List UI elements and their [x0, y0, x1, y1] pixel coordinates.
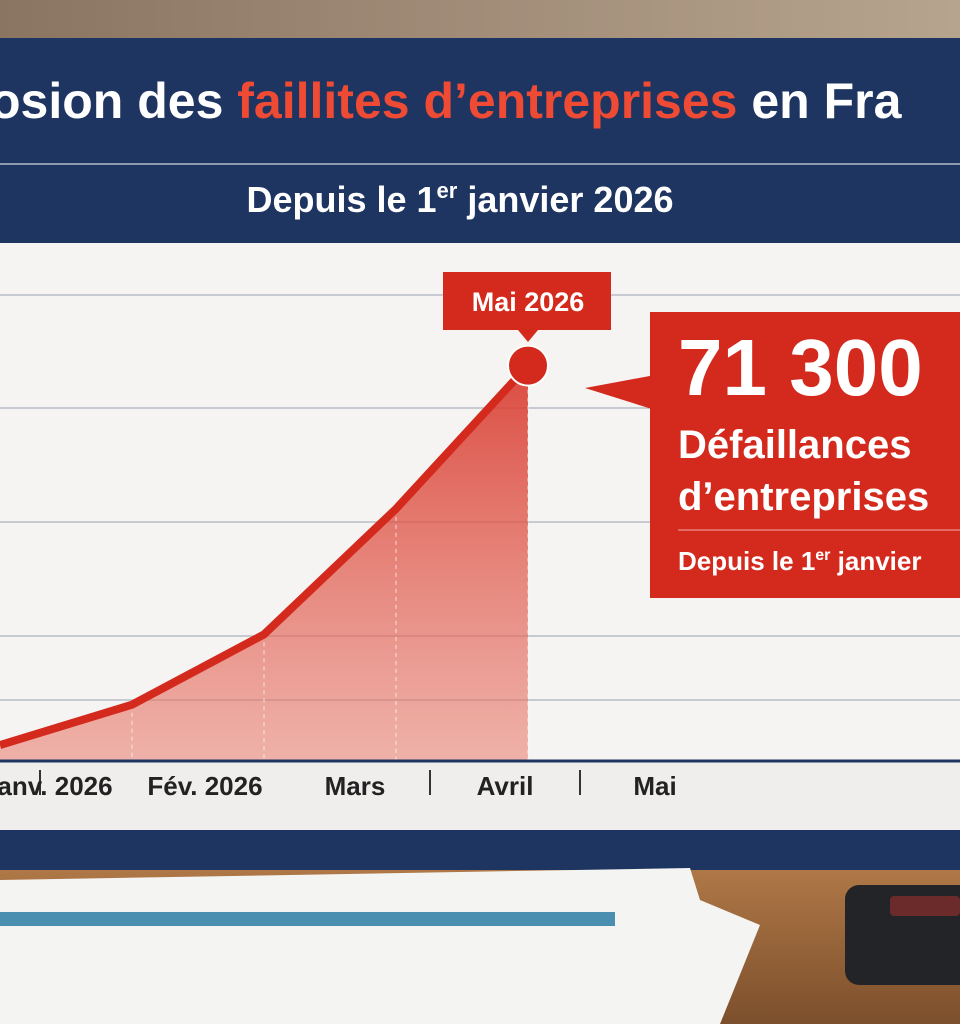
note-part: janvier	[830, 546, 921, 576]
x-tick-label: Mars	[325, 771, 386, 801]
banner	[0, 38, 960, 243]
x-tick-label: Avril	[477, 771, 534, 801]
x-tick-label: anv. 2026	[0, 771, 113, 801]
callout: 71 300 Défaillances d’entreprises Depuis…	[585, 312, 960, 598]
callout-note: Depuis le 1er janvier	[678, 546, 921, 576]
subtitle: Depuis le 1er janvier 2026	[246, 178, 673, 220]
callout-value: 71 300	[678, 323, 923, 412]
calculator-key	[890, 896, 960, 916]
paper-band	[0, 912, 615, 926]
callout-pointer	[585, 375, 655, 410]
callout-box	[650, 312, 960, 598]
backdrop	[0, 0, 960, 40]
subtitle-part: janvier 2026	[457, 179, 673, 220]
callout-line: d’entreprises	[678, 475, 929, 519]
title-part: osion des	[0, 73, 237, 129]
note-sup: er	[815, 547, 830, 564]
papers	[0, 868, 760, 1024]
peak-label-box	[443, 272, 611, 330]
x-tick-label: Mai	[633, 771, 676, 801]
title-highlight: faillites d’entreprises	[237, 73, 737, 129]
callout-line: Défaillances	[678, 423, 911, 467]
x-labels: anv. 2026 Fév. 2026 Mars Avril Mai	[0, 771, 677, 801]
plot: Mai 2026	[0, 272, 611, 760]
line	[0, 362, 531, 749]
x-axis-band	[0, 760, 960, 830]
chart-title: osion des faillites d’entreprises en Fra	[0, 73, 903, 129]
peak-marker	[507, 344, 549, 387]
peak-label: Mai 2026	[472, 287, 585, 317]
title-part: en Fra	[737, 73, 902, 129]
subtitle-sup: er	[437, 178, 458, 203]
x-tick-label: Fév. 2026	[147, 771, 262, 801]
bottom-strip	[0, 830, 960, 870]
subtitle-part: Depuis le 1	[246, 179, 436, 220]
note-part: Depuis le 1	[678, 546, 815, 576]
peak-label-pointer	[518, 330, 538, 342]
